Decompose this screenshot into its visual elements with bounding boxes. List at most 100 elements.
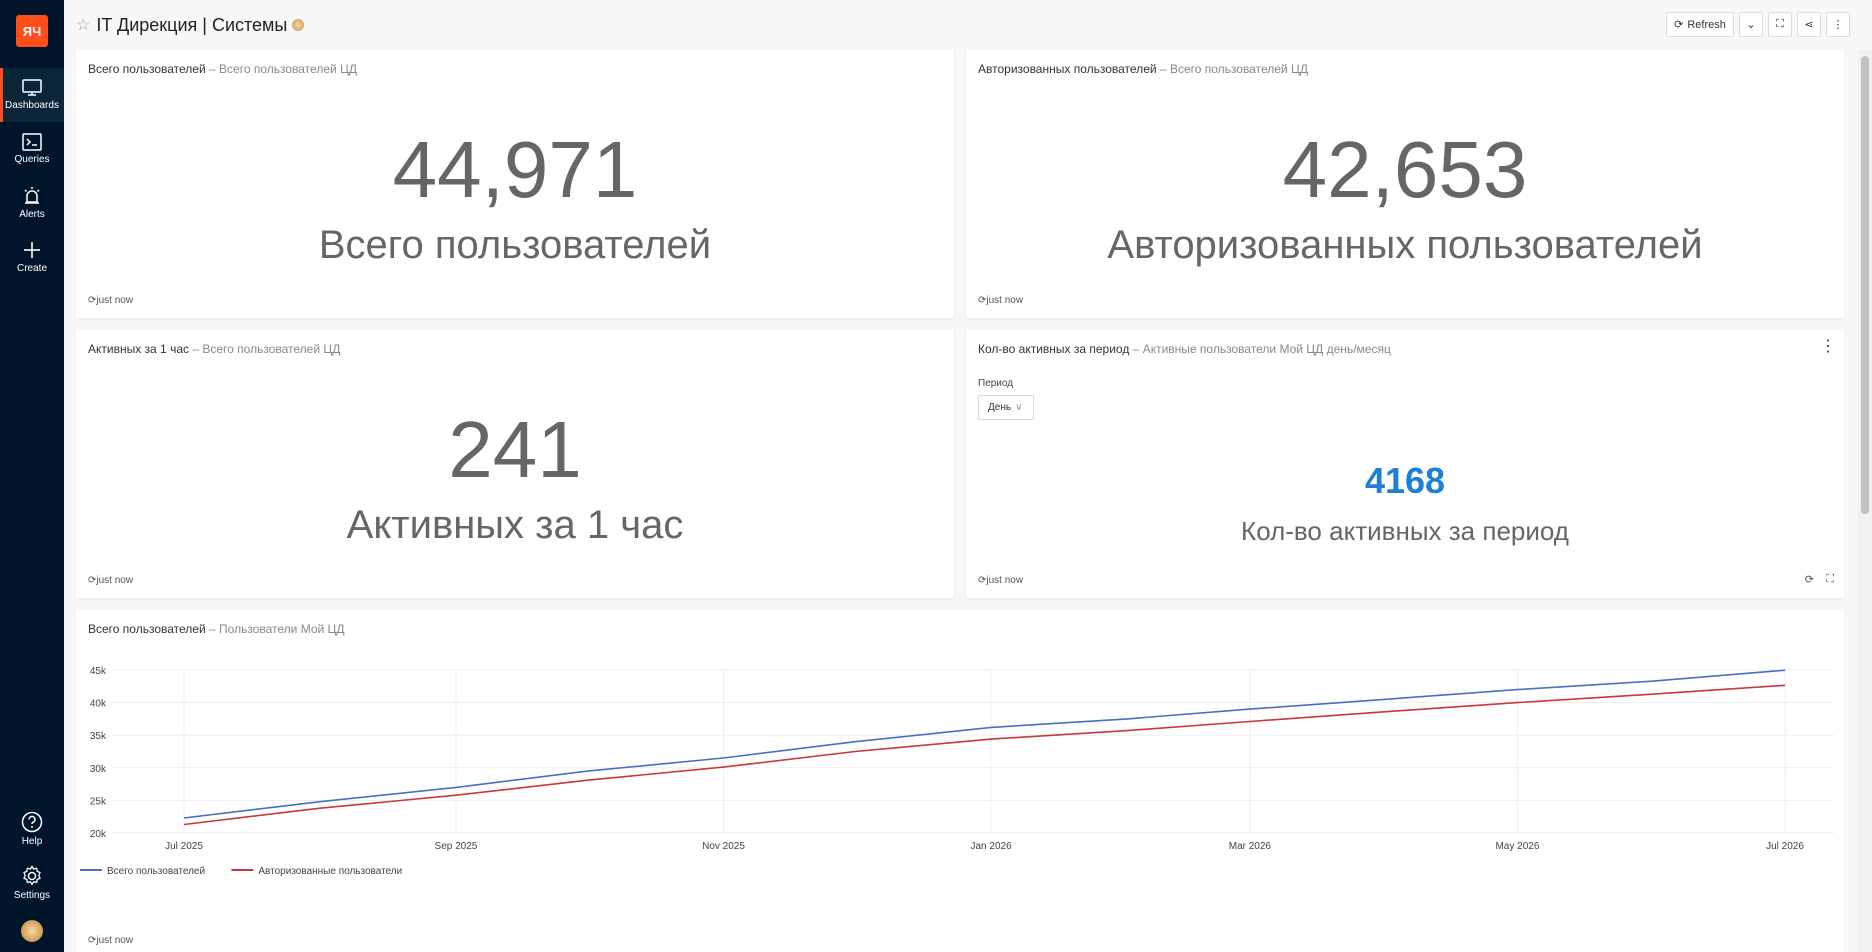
counter-widget-active-hour: Активных за 1 час – Всего пользователей … — [76, 330, 954, 598]
legend-label-1: Авторизованные пользователи — [258, 866, 402, 877]
favorite-star-icon[interactable]: ☆ — [76, 17, 91, 34]
widget-subtitle: Всего пользователей ЦД — [219, 62, 358, 76]
x-tick-label: Jul 2026 — [1766, 841, 1804, 852]
refresh-small-icon: ⟳ — [978, 575, 987, 586]
scrollbar-thumb[interactable] — [1861, 56, 1869, 514]
widget-title-text[interactable]: Авторизованных пользователей — [978, 62, 1157, 76]
terminal-icon — [22, 133, 42, 151]
widget-menu-icon[interactable]: ⋮ — [1820, 338, 1836, 355]
y-tick-label: 45k — [90, 666, 107, 677]
y-tick-label: 20k — [90, 829, 107, 840]
widget-title-text[interactable]: Кол-во активных за период — [978, 342, 1130, 356]
series-line-0 — [183, 669, 1786, 819]
widget-subtitle: Всего пользователей ЦД — [202, 342, 341, 356]
x-tick-label: Mar 2026 — [1229, 841, 1272, 852]
widget-subtitle: Всего пользователей ЦД — [1169, 62, 1308, 76]
x-tick-label: May 2026 — [1495, 841, 1539, 852]
refresh-widget-icon[interactable]: ⟳ — [1804, 574, 1814, 586]
updated-timestamp: ⟳just now — [978, 575, 1024, 586]
plus-icon — [24, 242, 40, 258]
updated-timestamp: ⟳just now — [978, 295, 1024, 306]
counter-label: Активных за 1 час — [346, 503, 684, 547]
fullscreen-icon: ⛶ — [1776, 18, 1784, 30]
widget-title: Всего пользователей – Всего пользователе… — [88, 62, 358, 76]
settings-icon — [23, 865, 41, 886]
refresh-small-icon: ⟳ — [88, 575, 97, 586]
sidebar-item-label: Create — [16, 263, 47, 274]
period-select[interactable]: День ∨ — [978, 395, 1034, 420]
sidebar-item-help[interactable]: Help — [0, 802, 64, 856]
refresh-small-icon: ⟳ — [88, 935, 97, 946]
line-chart: 20k 25k 30k 35k 40k 45k Jul 2025 Sep 2025 Nov 20… — [80, 666, 1834, 877]
refresh-button[interactable]: ⟳ Refresh — [1666, 12, 1734, 37]
avatar[interactable] — [21, 920, 43, 942]
y-tick-label: 30k — [90, 764, 107, 775]
x-tick-label: Jul 2025 — [165, 841, 203, 852]
page-title: IT Дирекция | Системы — [96, 14, 288, 35]
chart-widget-users: Всего пользователей – Пользователи Мой Ц… — [76, 610, 1844, 952]
sidebar-item-settings[interactable]: Settings — [0, 856, 64, 910]
updated-timestamp: ⟳just now — [88, 935, 134, 946]
parameter-label: Период — [978, 378, 1014, 389]
sidebar-item-label: Settings — [13, 890, 51, 901]
sidebar-item-label: Help — [21, 836, 43, 847]
period-label: Кол-во активных за период — [1241, 516, 1569, 546]
share-button[interactable]: ⋖ — [1797, 12, 1821, 37]
refresh-small-icon: ⟳ — [978, 295, 987, 306]
counter-value: 42,653 — [1282, 125, 1528, 214]
chevron-down-icon: ⌄ — [1746, 19, 1756, 31]
updated-timestamp: ⟳just now — [88, 575, 134, 586]
counter-label: Всего пользователей — [318, 223, 712, 267]
refresh-small-icon: ⟳ — [88, 295, 97, 306]
counter-widget-authorized: Авторизованных пользователей – Всего пол… — [966, 50, 1844, 318]
sidebar-item-label: Queries — [14, 154, 50, 165]
x-tick-label: Jan 2026 — [971, 841, 1013, 852]
period-value: 4168 — [1364, 460, 1446, 501]
share-icon: ⋖ — [1804, 19, 1814, 31]
sidebar-item-alerts[interactable]: Alerts — [0, 176, 64, 230]
series-line-1 — [183, 684, 1786, 826]
x-tick-label: Nov 2025 — [702, 841, 745, 852]
widget-title: Кол-во активных за период – Активные пол… — [978, 342, 1391, 356]
widget-subtitle: Активные пользователи Мой ЦД день/месяц — [1142, 342, 1391, 356]
y-tick-label: 40k — [90, 699, 107, 710]
x-tick-label: Sep 2025 — [435, 841, 478, 852]
monitor-icon — [22, 79, 42, 96]
counter-widget-active-period: Кол-во активных за период – Активные пол… — [966, 330, 1844, 598]
alarm-icon — [24, 187, 40, 204]
dashboard-header: ☆ IT Дирекция | Системы ⟳ Refresh ⌄ ⛶ ⋖ … — [64, 0, 1856, 50]
widget-subtitle: Пользователи Мой ЦД — [219, 622, 345, 636]
widget-title-text[interactable]: Всего пользователей — [88, 622, 206, 636]
period-select-value: День — [988, 402, 1012, 413]
widget-title: Всего пользователей – Пользователи Мой Ц… — [88, 622, 345, 636]
fullscreen-button[interactable]: ⛶ — [1768, 12, 1792, 37]
y-tick-label: 25k — [90, 796, 107, 807]
sidebar: ЯЧ Dashboards Queries Alerts Create Help… — [0, 0, 64, 952]
refresh-label: Refresh — [1687, 18, 1726, 31]
counter-value: 44,971 — [392, 125, 638, 214]
sidebar-item-queries[interactable]: Queries — [0, 122, 64, 176]
widget-title-text[interactable]: Всего пользователей — [88, 62, 206, 76]
sidebar-item-create[interactable]: Create — [0, 230, 64, 284]
counter-widget-total: Всего пользователей – Всего пользователе… — [76, 50, 954, 318]
sidebar-item-label: Alerts — [19, 209, 45, 220]
sidebar-item-label: Dashboards — [5, 100, 59, 111]
tag-badge-icon — [292, 19, 305, 31]
refresh-dropdown-button[interactable]: ⌄ — [1739, 12, 1763, 37]
more-options-button[interactable]: ⋮ — [1826, 12, 1850, 37]
chevron-down-icon: ∨ — [1015, 402, 1023, 413]
widget-title: Активных за 1 час – Всего пользователей … — [88, 342, 341, 356]
counter-label: Авторизованных пользователей — [1107, 223, 1703, 267]
y-tick-label: 35k — [90, 731, 107, 742]
widget-title: Авторизованных пользователей – Всего пол… — [978, 62, 1308, 76]
counter-value: 241 — [448, 405, 582, 494]
help-icon — [21, 811, 43, 833]
page-scrollbar[interactable] — [1858, 50, 1872, 952]
sidebar-item-dashboards[interactable]: Dashboards — [0, 68, 64, 122]
expand-widget-icon[interactable]: ⛶ — [1826, 573, 1834, 585]
app-logo[interactable]: ЯЧ — [16, 15, 48, 47]
updated-timestamp: ⟳just now — [88, 295, 134, 306]
legend-label-0: Всего пользователей — [107, 866, 205, 877]
more-vertical-icon: ⋮ — [1832, 19, 1844, 31]
widget-title-text[interactable]: Активных за 1 час — [88, 342, 189, 356]
